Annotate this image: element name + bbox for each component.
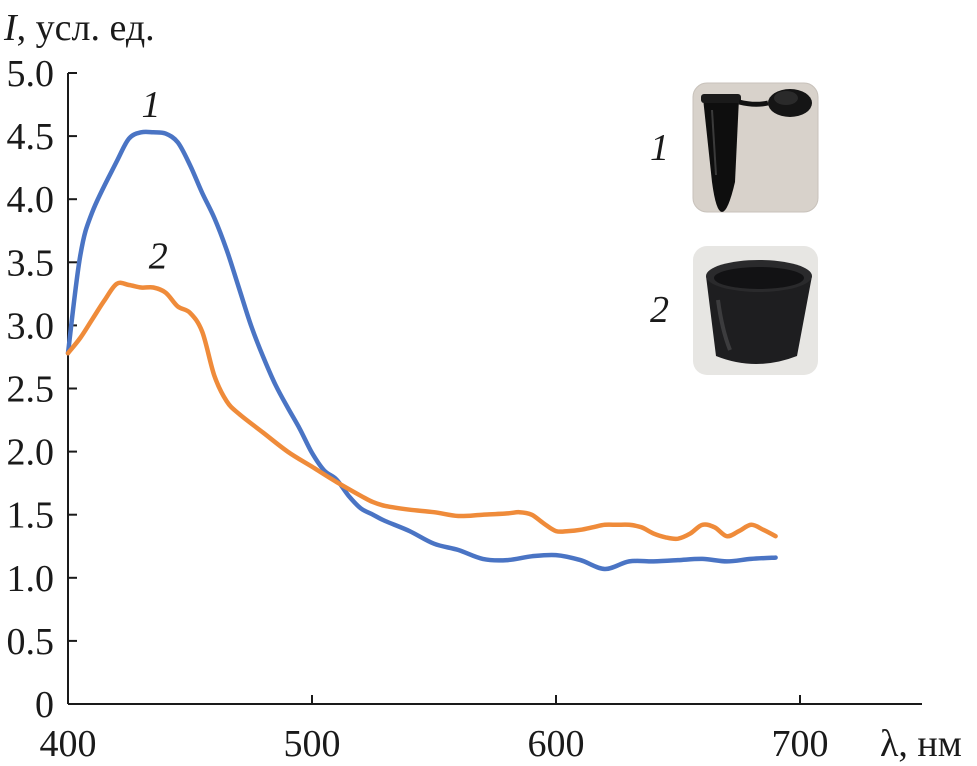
y-axis-label: I, усл. ед.	[3, 7, 155, 49]
y-axis-label-symbol: I	[3, 7, 19, 49]
y-tick-label: 0.5	[7, 621, 55, 663]
inset-label-2: 2	[650, 289, 669, 331]
series-line-1	[65, 129, 778, 572]
inset-photos: 1 2	[650, 82, 819, 375]
x-tick-label: 500	[284, 723, 341, 765]
y-axis-label-unit: , усл. ед.	[17, 7, 155, 49]
x-axis-label: λ, нм	[880, 723, 962, 765]
series-lines	[65, 129, 778, 572]
inset-label-1: 1	[650, 127, 669, 169]
series-label-1: 1	[141, 84, 160, 126]
y-tick-label: 4.0	[7, 179, 55, 221]
x-tick-label: 700	[772, 723, 829, 765]
y-tick-label: 2.5	[7, 369, 55, 411]
y-ticks: 0 0.5 1.0 1.5 2.0 2.5 3.0 3.5 4.0 4.5 5.0	[7, 53, 77, 726]
y-tick-label: 1.0	[7, 558, 55, 600]
svg-text:I, усл. ед.: I, усл. ед.	[3, 7, 155, 49]
y-tick-label: 3.0	[7, 305, 55, 347]
series-line-2	[65, 280, 778, 542]
y-tick-label: 1.5	[7, 495, 55, 537]
y-tick-label: 3.5	[7, 242, 55, 284]
black-crucible-icon	[693, 246, 818, 375]
y-tick-label: 0	[35, 684, 54, 726]
x-tick-label: 600	[528, 723, 585, 765]
y-tick-label: 5.0	[7, 53, 55, 95]
y-tick-label: 4.5	[7, 116, 55, 158]
x-tick-label: 400	[40, 723, 97, 765]
black-microtube-icon	[692, 82, 819, 213]
series-labels: 12	[141, 84, 167, 277]
y-tick-label: 2.0	[7, 432, 55, 474]
x-ticks: 400 500 600 700	[40, 695, 829, 765]
series-label-2: 2	[149, 236, 168, 278]
